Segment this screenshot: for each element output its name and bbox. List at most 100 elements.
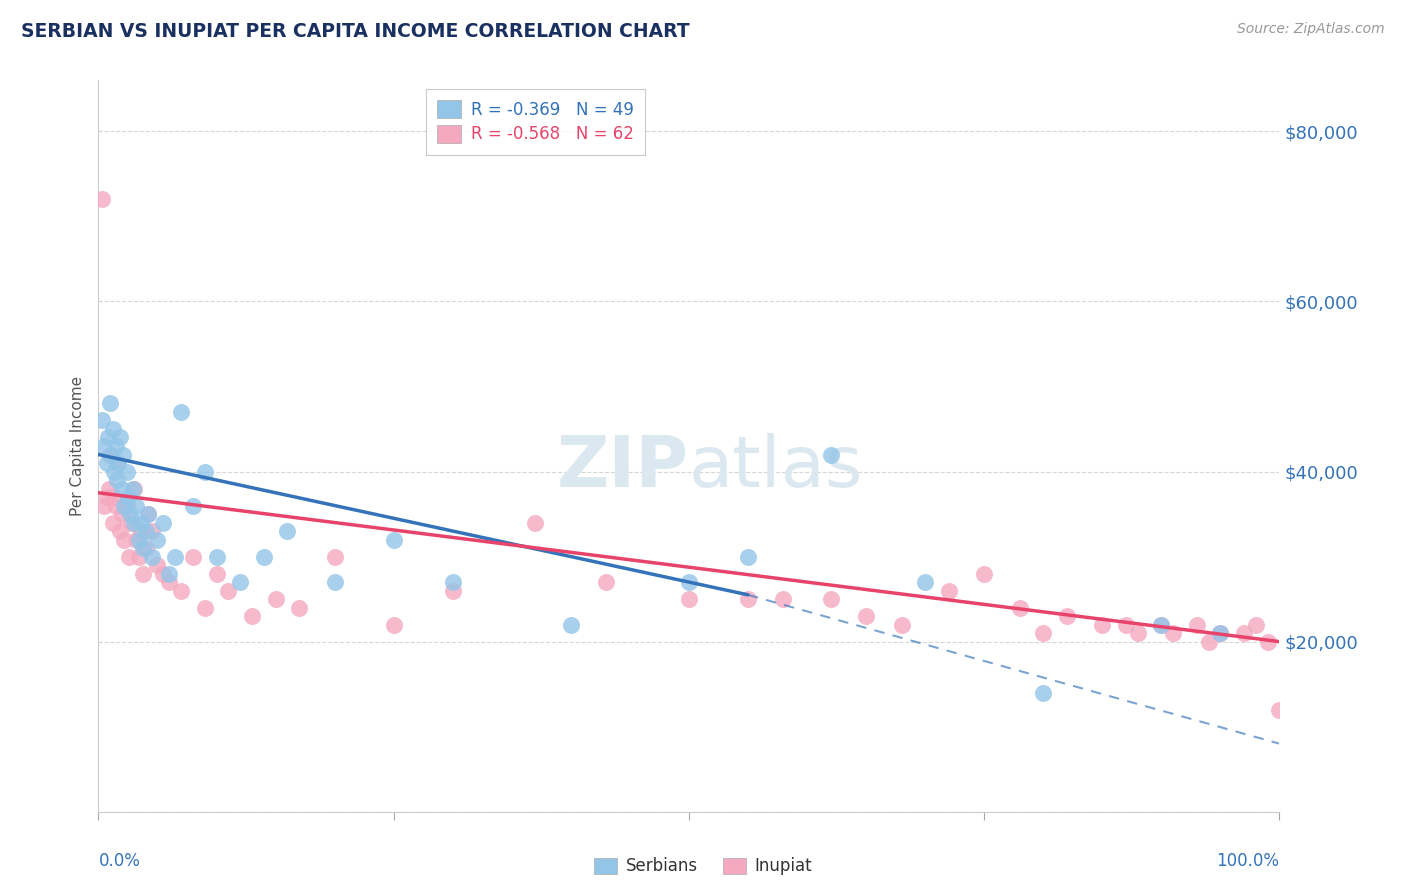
Point xyxy=(128,533,150,547)
Point xyxy=(288,600,311,615)
Point xyxy=(107,456,129,470)
Point xyxy=(229,575,252,590)
Point xyxy=(820,448,842,462)
Point xyxy=(157,566,180,581)
Point xyxy=(136,507,159,521)
Point xyxy=(101,422,124,436)
Text: 100.0%: 100.0% xyxy=(1216,852,1279,870)
Point xyxy=(96,490,118,504)
Point xyxy=(103,465,125,479)
Point xyxy=(115,499,138,513)
Point xyxy=(115,465,138,479)
Point xyxy=(772,592,794,607)
Point xyxy=(170,405,193,419)
Point xyxy=(1209,626,1232,640)
Point xyxy=(181,499,204,513)
Point xyxy=(112,448,135,462)
Point xyxy=(1233,626,1256,640)
Point xyxy=(678,575,700,590)
Point xyxy=(105,439,128,453)
Point xyxy=(146,558,169,572)
Point xyxy=(1150,617,1173,632)
Point xyxy=(323,575,346,590)
Point xyxy=(120,507,142,521)
Y-axis label: Per Capita Income: Per Capita Income xyxy=(69,376,84,516)
Point xyxy=(96,456,118,470)
Point xyxy=(1115,617,1137,632)
Point xyxy=(1008,600,1031,615)
Point xyxy=(382,533,405,547)
Point xyxy=(194,465,217,479)
Point xyxy=(98,448,121,462)
Point xyxy=(1161,626,1184,640)
Point xyxy=(105,456,128,470)
Point xyxy=(205,566,228,581)
Point xyxy=(1032,626,1054,640)
Point xyxy=(524,516,547,530)
Point xyxy=(98,482,121,496)
Point xyxy=(1185,617,1208,632)
Point xyxy=(441,575,464,590)
Point xyxy=(91,413,114,427)
Point xyxy=(129,524,152,538)
Point xyxy=(98,396,121,410)
Text: SERBIAN VS INUPIAT PER CAPITA INCOME CORRELATION CHART: SERBIAN VS INUPIAT PER CAPITA INCOME COR… xyxy=(21,22,690,41)
Point xyxy=(890,617,912,632)
Point xyxy=(253,549,276,564)
Point xyxy=(135,541,157,555)
Point xyxy=(125,533,148,547)
Point xyxy=(1091,617,1114,632)
Point xyxy=(111,482,134,496)
Point xyxy=(101,516,124,530)
Point xyxy=(108,524,131,538)
Point xyxy=(122,516,145,530)
Point xyxy=(152,566,174,581)
Point xyxy=(737,592,759,607)
Point xyxy=(105,499,128,513)
Point xyxy=(1244,617,1267,632)
Point xyxy=(276,524,298,538)
Point xyxy=(118,549,141,564)
Text: Source: ZipAtlas.com: Source: ZipAtlas.com xyxy=(1237,22,1385,37)
Point xyxy=(93,499,115,513)
Point xyxy=(100,448,122,462)
Point xyxy=(129,516,152,530)
Point xyxy=(132,541,155,555)
Point xyxy=(181,549,204,564)
Point xyxy=(1150,617,1173,632)
Point xyxy=(595,575,617,590)
Point xyxy=(112,533,135,547)
Point xyxy=(132,566,155,581)
Point xyxy=(117,490,139,504)
Point xyxy=(264,592,287,607)
Point xyxy=(240,609,263,624)
Text: ZIP: ZIP xyxy=(557,434,689,502)
Point xyxy=(105,473,128,487)
Point xyxy=(217,583,239,598)
Point xyxy=(165,549,187,564)
Point xyxy=(91,192,114,206)
Point xyxy=(152,516,174,530)
Point xyxy=(1126,626,1149,640)
Text: 0.0%: 0.0% xyxy=(98,852,141,870)
Point xyxy=(111,507,134,521)
Point xyxy=(121,516,143,530)
Point xyxy=(323,549,346,564)
Point xyxy=(1198,634,1220,648)
Point xyxy=(135,524,157,538)
Point xyxy=(441,583,464,598)
Point xyxy=(146,533,169,547)
Point xyxy=(382,617,405,632)
Point xyxy=(855,609,877,624)
Point xyxy=(103,490,125,504)
Point xyxy=(128,549,150,564)
Point xyxy=(938,583,960,598)
Point xyxy=(97,430,120,444)
Point xyxy=(973,566,995,581)
Point xyxy=(141,524,163,538)
Text: atlas: atlas xyxy=(689,434,863,502)
Point xyxy=(1257,634,1279,648)
Point xyxy=(1268,703,1291,717)
Point xyxy=(1032,686,1054,700)
Point xyxy=(737,549,759,564)
